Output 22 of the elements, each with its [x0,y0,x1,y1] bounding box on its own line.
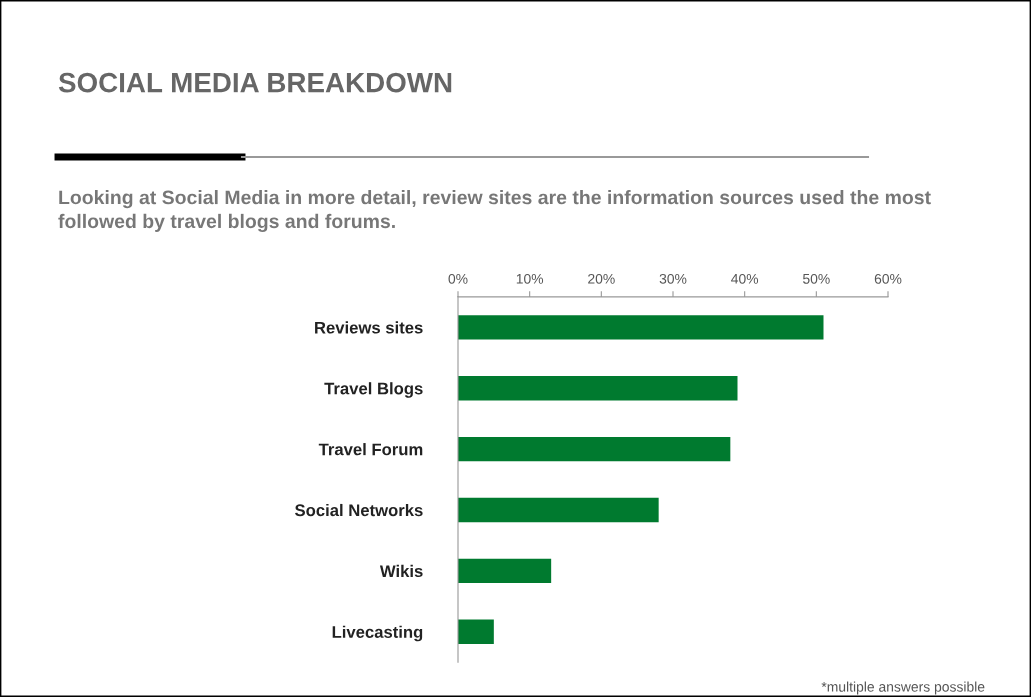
y-tick-label: Social Networks [295,503,423,517]
x-tick-label: 30% [659,273,687,284]
bar [458,619,494,644]
x-tick-label: 40% [731,273,759,284]
y-tick-label: Travel Forum [318,443,423,456]
x-tick-label: 0% [448,273,468,284]
bar [458,315,824,340]
chart-subtitle: Looking at Social Media in more detail, review sites are the information sources used the most followed by travel blogs and forums. [58,190,931,233]
chart-title: SOCIAL MEDIA BREAKDOWN [58,72,452,93]
y-tick-label: Reviews sites [315,321,423,334]
bar [458,558,552,584]
x-tick-label: 10% [516,273,544,284]
bar [458,436,731,462]
bar [458,497,659,523]
text: *multiple answers possible [821,681,985,695]
y-tick-label: Livecasting [332,625,423,642]
y-tick-label: Travel Blogs [324,382,423,398]
y-tick-label: Wikis [379,564,423,578]
x-tick-label: 20% [588,273,615,284]
x-tick-label: 50% [802,273,830,284]
x-tick-label: 60% [874,273,902,284]
bar [458,376,738,401]
